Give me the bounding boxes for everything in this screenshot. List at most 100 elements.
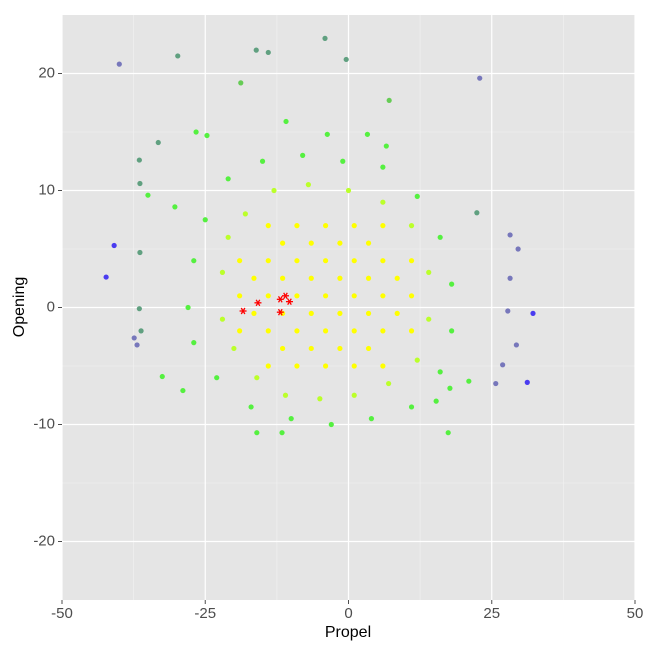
point (259, 158, 266, 164)
point (394, 310, 400, 316)
point (345, 187, 352, 194)
point (202, 217, 208, 223)
star-point (276, 308, 284, 316)
point (322, 223, 329, 229)
point (337, 240, 343, 246)
x-axis-title: Propel (325, 624, 371, 641)
point (191, 340, 197, 346)
point (322, 293, 329, 299)
point (294, 328, 300, 334)
star-stroke (277, 308, 283, 316)
y-axis-title: Opening (11, 277, 28, 338)
point (380, 199, 386, 205)
point (380, 363, 386, 369)
point (337, 310, 343, 316)
point (408, 223, 415, 229)
point (294, 258, 300, 264)
point (103, 274, 109, 280)
point (248, 404, 254, 410)
point (343, 56, 349, 63)
point (351, 363, 357, 369)
point (515, 246, 521, 252)
point (368, 416, 375, 422)
point (408, 404, 415, 410)
point (524, 379, 530, 385)
point (380, 328, 386, 334)
point (322, 258, 329, 264)
x-tick-label: 50 (627, 605, 644, 622)
y-tick-label: 0 (47, 298, 55, 315)
point (365, 240, 372, 246)
star-point (281, 292, 289, 300)
point (364, 131, 371, 137)
point (214, 375, 220, 381)
point (265, 49, 271, 56)
point (386, 380, 392, 387)
point (322, 363, 329, 369)
star-point (285, 298, 293, 305)
point (386, 97, 392, 104)
point (294, 363, 300, 369)
point (271, 187, 277, 194)
point (380, 258, 386, 264)
point (225, 234, 231, 240)
point (237, 258, 243, 264)
star-stroke (277, 295, 283, 303)
point (505, 308, 511, 314)
star-stroke (283, 292, 288, 300)
point (280, 240, 286, 246)
x-tick-label: 0 (344, 605, 352, 622)
point (280, 345, 286, 352)
point (322, 35, 328, 42)
point (449, 281, 455, 287)
point (280, 275, 286, 281)
star-point (276, 295, 284, 303)
point (337, 345, 343, 352)
point (328, 421, 334, 428)
star-point (239, 307, 247, 315)
star-stroke (255, 299, 261, 307)
point (134, 342, 140, 348)
point (447, 385, 453, 391)
point (193, 129, 199, 135)
point (265, 258, 271, 264)
point (238, 80, 244, 86)
point (507, 232, 513, 238)
y-tick-label: -20 (33, 532, 55, 549)
y-tick-label: 10 (38, 181, 55, 198)
point (251, 275, 257, 281)
star-point (254, 299, 262, 307)
point (225, 176, 231, 182)
point (138, 328, 144, 334)
point (351, 258, 357, 264)
star-stroke (287, 298, 292, 305)
point (282, 392, 289, 398)
point (380, 293, 386, 299)
point (414, 193, 420, 199)
point (380, 164, 386, 170)
point (294, 293, 300, 299)
point (513, 342, 519, 348)
point (145, 192, 151, 198)
point (365, 310, 372, 316)
point (136, 157, 142, 163)
point (288, 416, 294, 422)
point (426, 316, 432, 322)
point (408, 328, 415, 334)
point (449, 328, 455, 334)
point (265, 363, 271, 369)
point (116, 61, 122, 67)
point (175, 53, 181, 59)
point (191, 258, 197, 264)
point (500, 362, 506, 368)
point (137, 180, 143, 187)
point (380, 223, 386, 229)
point (155, 139, 161, 146)
point (308, 240, 314, 246)
point (445, 430, 451, 436)
point (242, 211, 248, 217)
point (337, 275, 343, 281)
point (185, 304, 191, 311)
point (507, 275, 513, 281)
